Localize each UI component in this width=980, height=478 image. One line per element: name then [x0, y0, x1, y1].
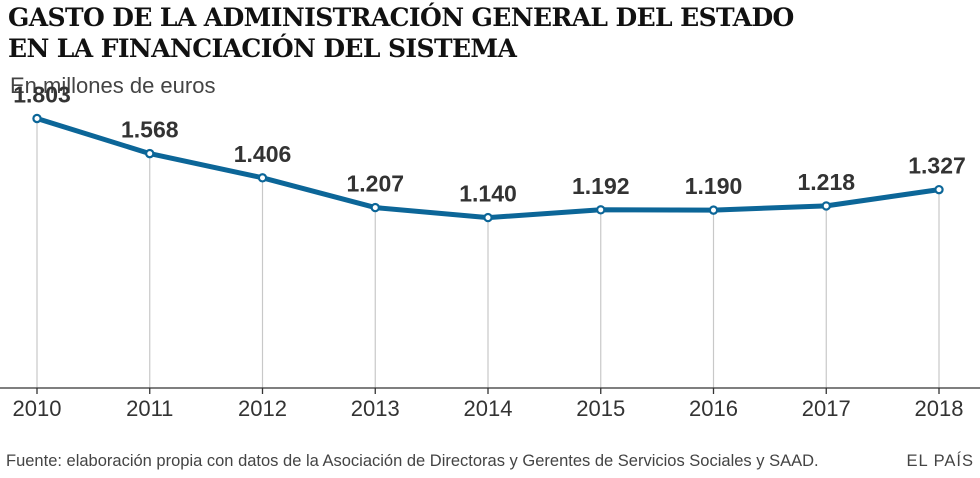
x-tick-label-2010: 2010 [13, 396, 62, 421]
data-label-2015: 1.192 [572, 173, 630, 199]
data-point-2012 [257, 173, 268, 183]
x-tick-label-2015: 2015 [576, 396, 625, 421]
data-point-2011 [145, 148, 155, 159]
data-label-2011: 1.568 [121, 117, 179, 143]
data-point-2017 [821, 201, 831, 211]
publisher-logo: EL PAÍS [906, 452, 974, 470]
chart-title: GASTO DE LA ADMINISTRACIÓN GENERAL DEL E… [8, 2, 794, 64]
x-tick-label-2013: 2013 [351, 396, 400, 421]
source-note: Fuente: elaboración propia con datos de … [6, 452, 819, 470]
data-point-2015 [596, 205, 606, 215]
data-point-2014 [483, 212, 493, 223]
data-label-2013: 1.207 [346, 171, 404, 197]
data-label-2014: 1.140 [459, 181, 517, 207]
chart-subtitle: En millones de euros [10, 73, 216, 98]
x-tick-label-2016: 2016 [689, 396, 738, 421]
x-tick-label-2014: 2014 [464, 396, 513, 421]
data-point-2016 [708, 205, 719, 215]
line-chart: 2010 2011 2012 2013 2014 2015 2016 2017 2018 1.80… [0, 81, 980, 421]
data-label-2018: 1.327 [908, 153, 966, 179]
chart-title-line-2: EN LA FINANCIACIÓN DEL SISTEMA [8, 34, 517, 63]
x-tick-label-2011: 2011 [126, 396, 173, 421]
x-tick-label-2012: 2012 [238, 396, 287, 421]
data-label-2016: 1.190 [685, 173, 743, 199]
x-tick-label-2018: 2018 [915, 396, 964, 421]
data-label-2017: 1.218 [797, 169, 855, 195]
chart-title-line-1: GASTO DE LA ADMINISTRACIÓN GENERAL DEL E… [8, 3, 794, 32]
data-label-2012: 1.406 [234, 141, 292, 167]
data-label-2010: 1.803 [13, 81, 71, 107]
data-point-2013 [370, 202, 380, 213]
data-point-2018 [934, 184, 944, 195]
x-tick-label-2017: 2017 [802, 396, 851, 421]
data-point-2010 [32, 113, 42, 124]
